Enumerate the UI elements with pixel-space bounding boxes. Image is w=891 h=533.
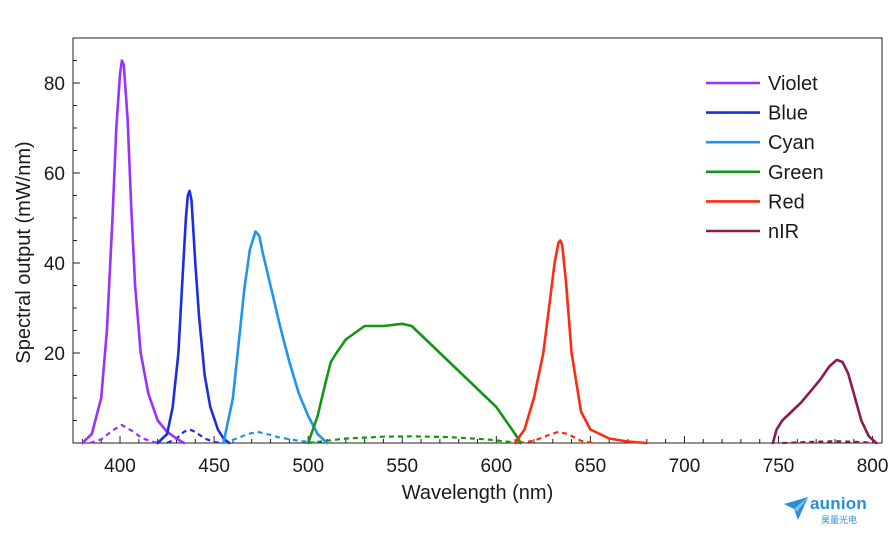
series-cyan-dashed (223, 430, 318, 445)
legend-label-nir: nIR (768, 221, 799, 243)
y-axis-title: Spectral output (mW/nm) (13, 141, 35, 363)
series-violet-dashed (89, 423, 162, 445)
legend-label-red: Red (768, 191, 805, 213)
paper-plane-icon (784, 497, 808, 520)
y-tick-label: 20 (44, 344, 65, 365)
x-tick-label: 700 (669, 456, 701, 477)
chart-legend: Violet Blue Cyan Green Red nIR (706, 73, 824, 243)
series-red-dashed (518, 430, 595, 445)
x-tick-label: 400 (104, 456, 136, 477)
y-tick-label: 80 (44, 74, 65, 95)
dashed-series-group (89, 423, 873, 445)
series-blue-dashed (166, 428, 224, 445)
legend-label-green: Green (768, 162, 824, 184)
aunion-logo: aunion 昊量光电 (783, 494, 883, 528)
x-tick-label: 650 (575, 456, 607, 477)
series-cyan-line (222, 230, 329, 445)
series-blue-line (156, 189, 231, 445)
x-axis-title: Wavelength (nm) (402, 482, 554, 504)
x-tick-label: 550 (386, 456, 418, 477)
legend-label-blue: Blue (768, 103, 808, 125)
x-tick-label: 600 (480, 456, 512, 477)
legend-label-violet: Violet (768, 73, 818, 95)
series-nir-dashed (782, 440, 873, 445)
logo-text: aunion (810, 494, 867, 513)
chart-axes: 400 450 500 550 600 650 700 750 800 20 40 60 80 (44, 37, 889, 477)
series-green-dashed (308, 435, 520, 445)
y-tick-label: 40 (44, 254, 65, 275)
x-tick-label: 750 (763, 456, 795, 477)
series-violet-line (81, 59, 186, 445)
series-nir-line (771, 358, 878, 445)
solid-series-group (81, 59, 878, 445)
legend-label-cyan: Cyan (768, 132, 815, 154)
y-tick-label: 60 (44, 164, 65, 185)
x-tick-label: 800 (857, 456, 889, 477)
x-tick-label: 450 (198, 456, 230, 477)
series-green-line (306, 322, 523, 445)
x-tick-label: 500 (292, 456, 324, 477)
series-red-line (513, 239, 649, 445)
logo-subtext: 昊量光电 (821, 516, 858, 526)
